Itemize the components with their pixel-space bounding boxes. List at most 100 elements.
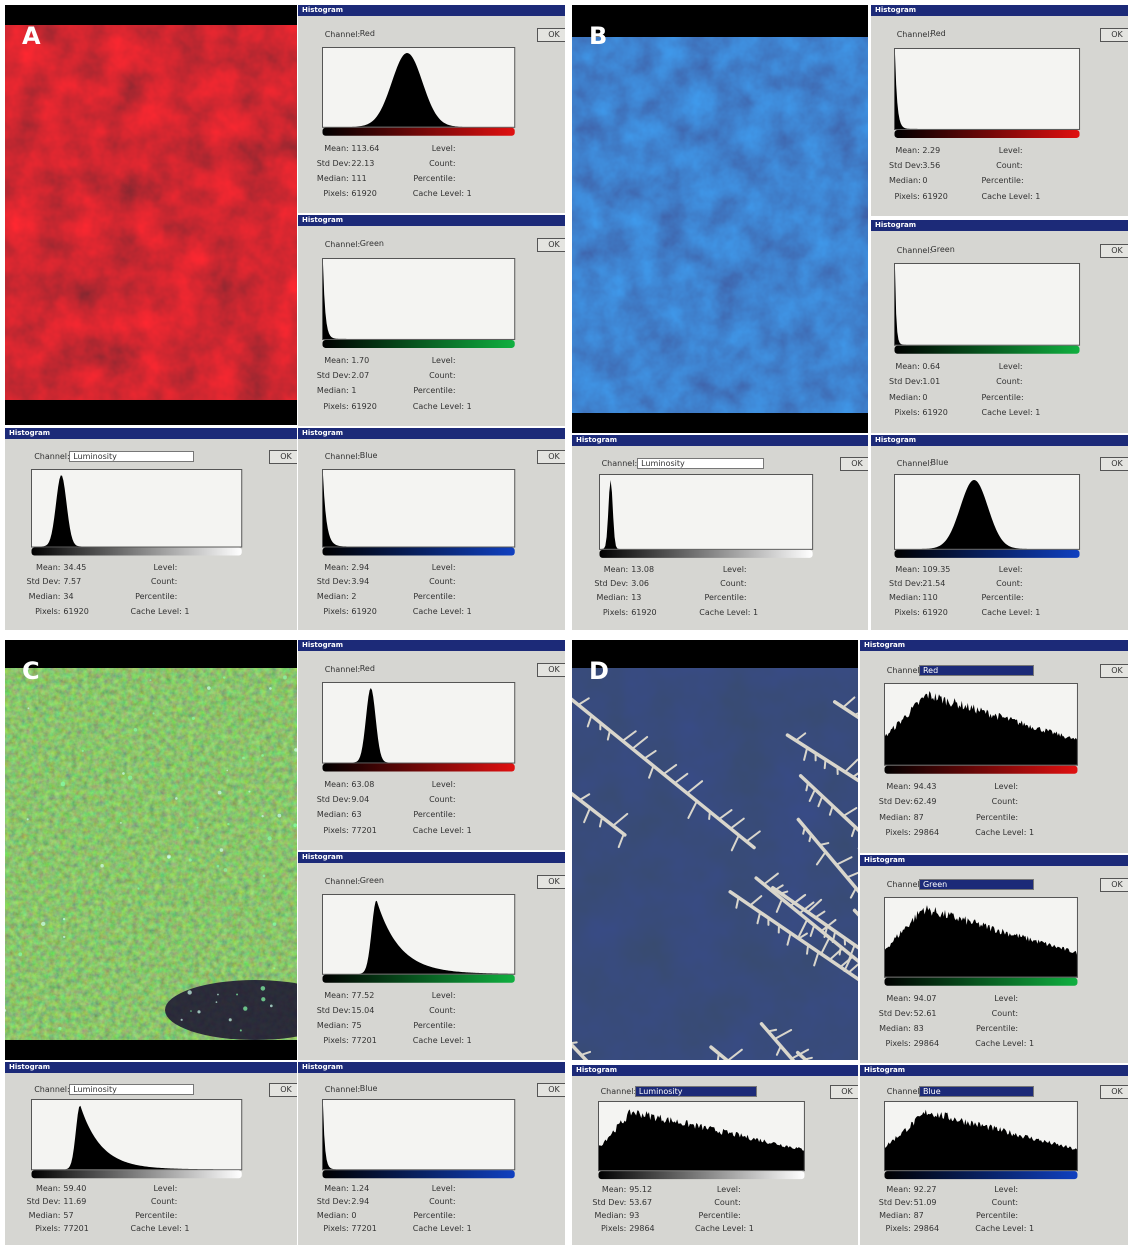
stat-label: Count: xyxy=(982,579,1023,588)
stat-value: 113.64 xyxy=(351,144,379,153)
stat-label: Pixels: xyxy=(25,607,60,616)
channel-gradient xyxy=(323,975,515,983)
stat-label: Pixels: xyxy=(879,828,911,837)
channel-label: Channel: xyxy=(887,1087,923,1096)
speck xyxy=(39,849,41,851)
channel-value: Blue xyxy=(357,1084,381,1093)
stat-label: Median: xyxy=(317,1211,349,1220)
channel-value: Luminosity xyxy=(69,1084,194,1095)
histogram-window: HistogramChannel:LuminosityOKMean:59.40L… xyxy=(5,1062,297,1245)
stat-label: Mean: xyxy=(317,780,349,789)
stat-label: Pixels: xyxy=(889,192,920,201)
window-title: Histogram xyxy=(871,435,1128,446)
stat-label: Percentile: xyxy=(699,593,746,602)
stat-label: Mean: xyxy=(317,563,349,572)
stat-label: Median: xyxy=(25,592,60,601)
stat-value: 2 xyxy=(351,592,356,601)
stat-value: 77201 xyxy=(351,1224,376,1233)
speck xyxy=(236,993,238,995)
stat-label: Std Dev: xyxy=(25,1197,60,1206)
stat-value: 13 xyxy=(631,593,641,602)
speck xyxy=(192,717,195,720)
channel-value: Red xyxy=(928,29,949,38)
stat-label: Pixels: xyxy=(25,1224,60,1233)
channel-gradient xyxy=(885,766,1078,774)
speck xyxy=(189,858,192,861)
stat-label: Count: xyxy=(975,797,1018,806)
channel-gradient xyxy=(32,547,242,555)
stat-label: Level: xyxy=(982,146,1023,155)
channel-value: Green xyxy=(357,239,387,248)
speck xyxy=(152,712,154,714)
stat-label: Level: xyxy=(413,356,456,365)
histogram-window: HistogramChannel:RedOKMean:113.64Level:S… xyxy=(298,5,565,213)
stat-label: Count: xyxy=(413,1197,456,1206)
stat-label: Mean: xyxy=(879,1185,911,1194)
channel-value: Blue xyxy=(357,451,381,460)
speck xyxy=(27,818,29,820)
stat-value: 52.61 xyxy=(914,1009,937,1018)
stat-label: Count: xyxy=(413,795,456,804)
ok-button: OK xyxy=(1100,1085,1128,1099)
stat-label: Count: xyxy=(695,1198,741,1207)
stat-value: 83 xyxy=(914,1024,924,1033)
channel-gradient xyxy=(323,547,515,555)
channel-label: Channel: xyxy=(34,452,70,461)
stat-value: 3.06 xyxy=(631,579,649,588)
stat-label: Level: xyxy=(982,565,1023,574)
channel-gradient xyxy=(895,130,1080,138)
stat-value: 57 xyxy=(63,1211,73,1220)
stat-label: Std Dev: xyxy=(879,1198,911,1207)
stat-value: 61920 xyxy=(922,608,947,617)
ok-button: OK xyxy=(1100,878,1128,892)
window-title: Histogram xyxy=(298,1062,565,1073)
stat-label: Pixels: xyxy=(593,608,629,617)
ok-button: OK xyxy=(830,1085,858,1099)
stat-value: 87 xyxy=(914,1211,924,1220)
stat-label: Mean: xyxy=(889,146,920,155)
stat-value: 87 xyxy=(914,813,924,822)
ok-button: OK xyxy=(537,875,565,889)
histogram-box xyxy=(32,1100,242,1170)
speck xyxy=(82,750,84,752)
stat-label: Count: xyxy=(975,1198,1018,1207)
stat-value: 61920 xyxy=(922,408,947,417)
stat-value: 61920 xyxy=(631,608,656,617)
stat-label: Cache Level: 1 xyxy=(975,1039,1018,1048)
histogram-box xyxy=(599,475,812,550)
speck xyxy=(273,922,277,926)
stat-label: Count: xyxy=(131,1197,178,1206)
speck xyxy=(283,675,287,679)
stat-label: Level: xyxy=(131,1184,178,1193)
stat-label: Std Dev: xyxy=(317,1006,349,1015)
channel-label: Channel: xyxy=(325,240,361,249)
stat-label: Std Dev: xyxy=(317,159,349,168)
stat-value: 7.57 xyxy=(63,577,81,586)
speck xyxy=(226,770,228,772)
speck xyxy=(175,797,178,800)
stat-label: Percentile: xyxy=(413,1211,456,1220)
speck xyxy=(181,1019,183,1021)
stat-label: Std Dev: xyxy=(317,795,349,804)
stat-value: 1.01 xyxy=(922,377,940,386)
stat-label: Std Dev: xyxy=(879,1009,911,1018)
stat-value: 1 xyxy=(351,386,356,395)
speck xyxy=(243,1006,247,1010)
histogram-window: HistogramChannel:RedOKMean:2.29Level:Std… xyxy=(871,5,1128,216)
speck xyxy=(220,848,224,852)
ok-button: OK xyxy=(1100,664,1128,678)
ok-button: OK xyxy=(269,1083,297,1097)
stat-label: Mean: xyxy=(317,991,349,1000)
window-title: Histogram xyxy=(572,435,868,446)
channel-gradient xyxy=(323,128,515,136)
stat-label: Percentile: xyxy=(413,174,456,183)
histogram xyxy=(31,1099,243,1181)
speck xyxy=(224,868,228,872)
image-texture xyxy=(5,25,297,400)
panel-label: B xyxy=(589,22,607,50)
speck xyxy=(218,791,222,795)
stat-value: 77201 xyxy=(351,826,376,835)
stat-label: Cache Level: 1 xyxy=(131,607,178,616)
stat-label: Pixels: xyxy=(317,189,349,198)
channel-label: Channel: xyxy=(325,665,361,674)
